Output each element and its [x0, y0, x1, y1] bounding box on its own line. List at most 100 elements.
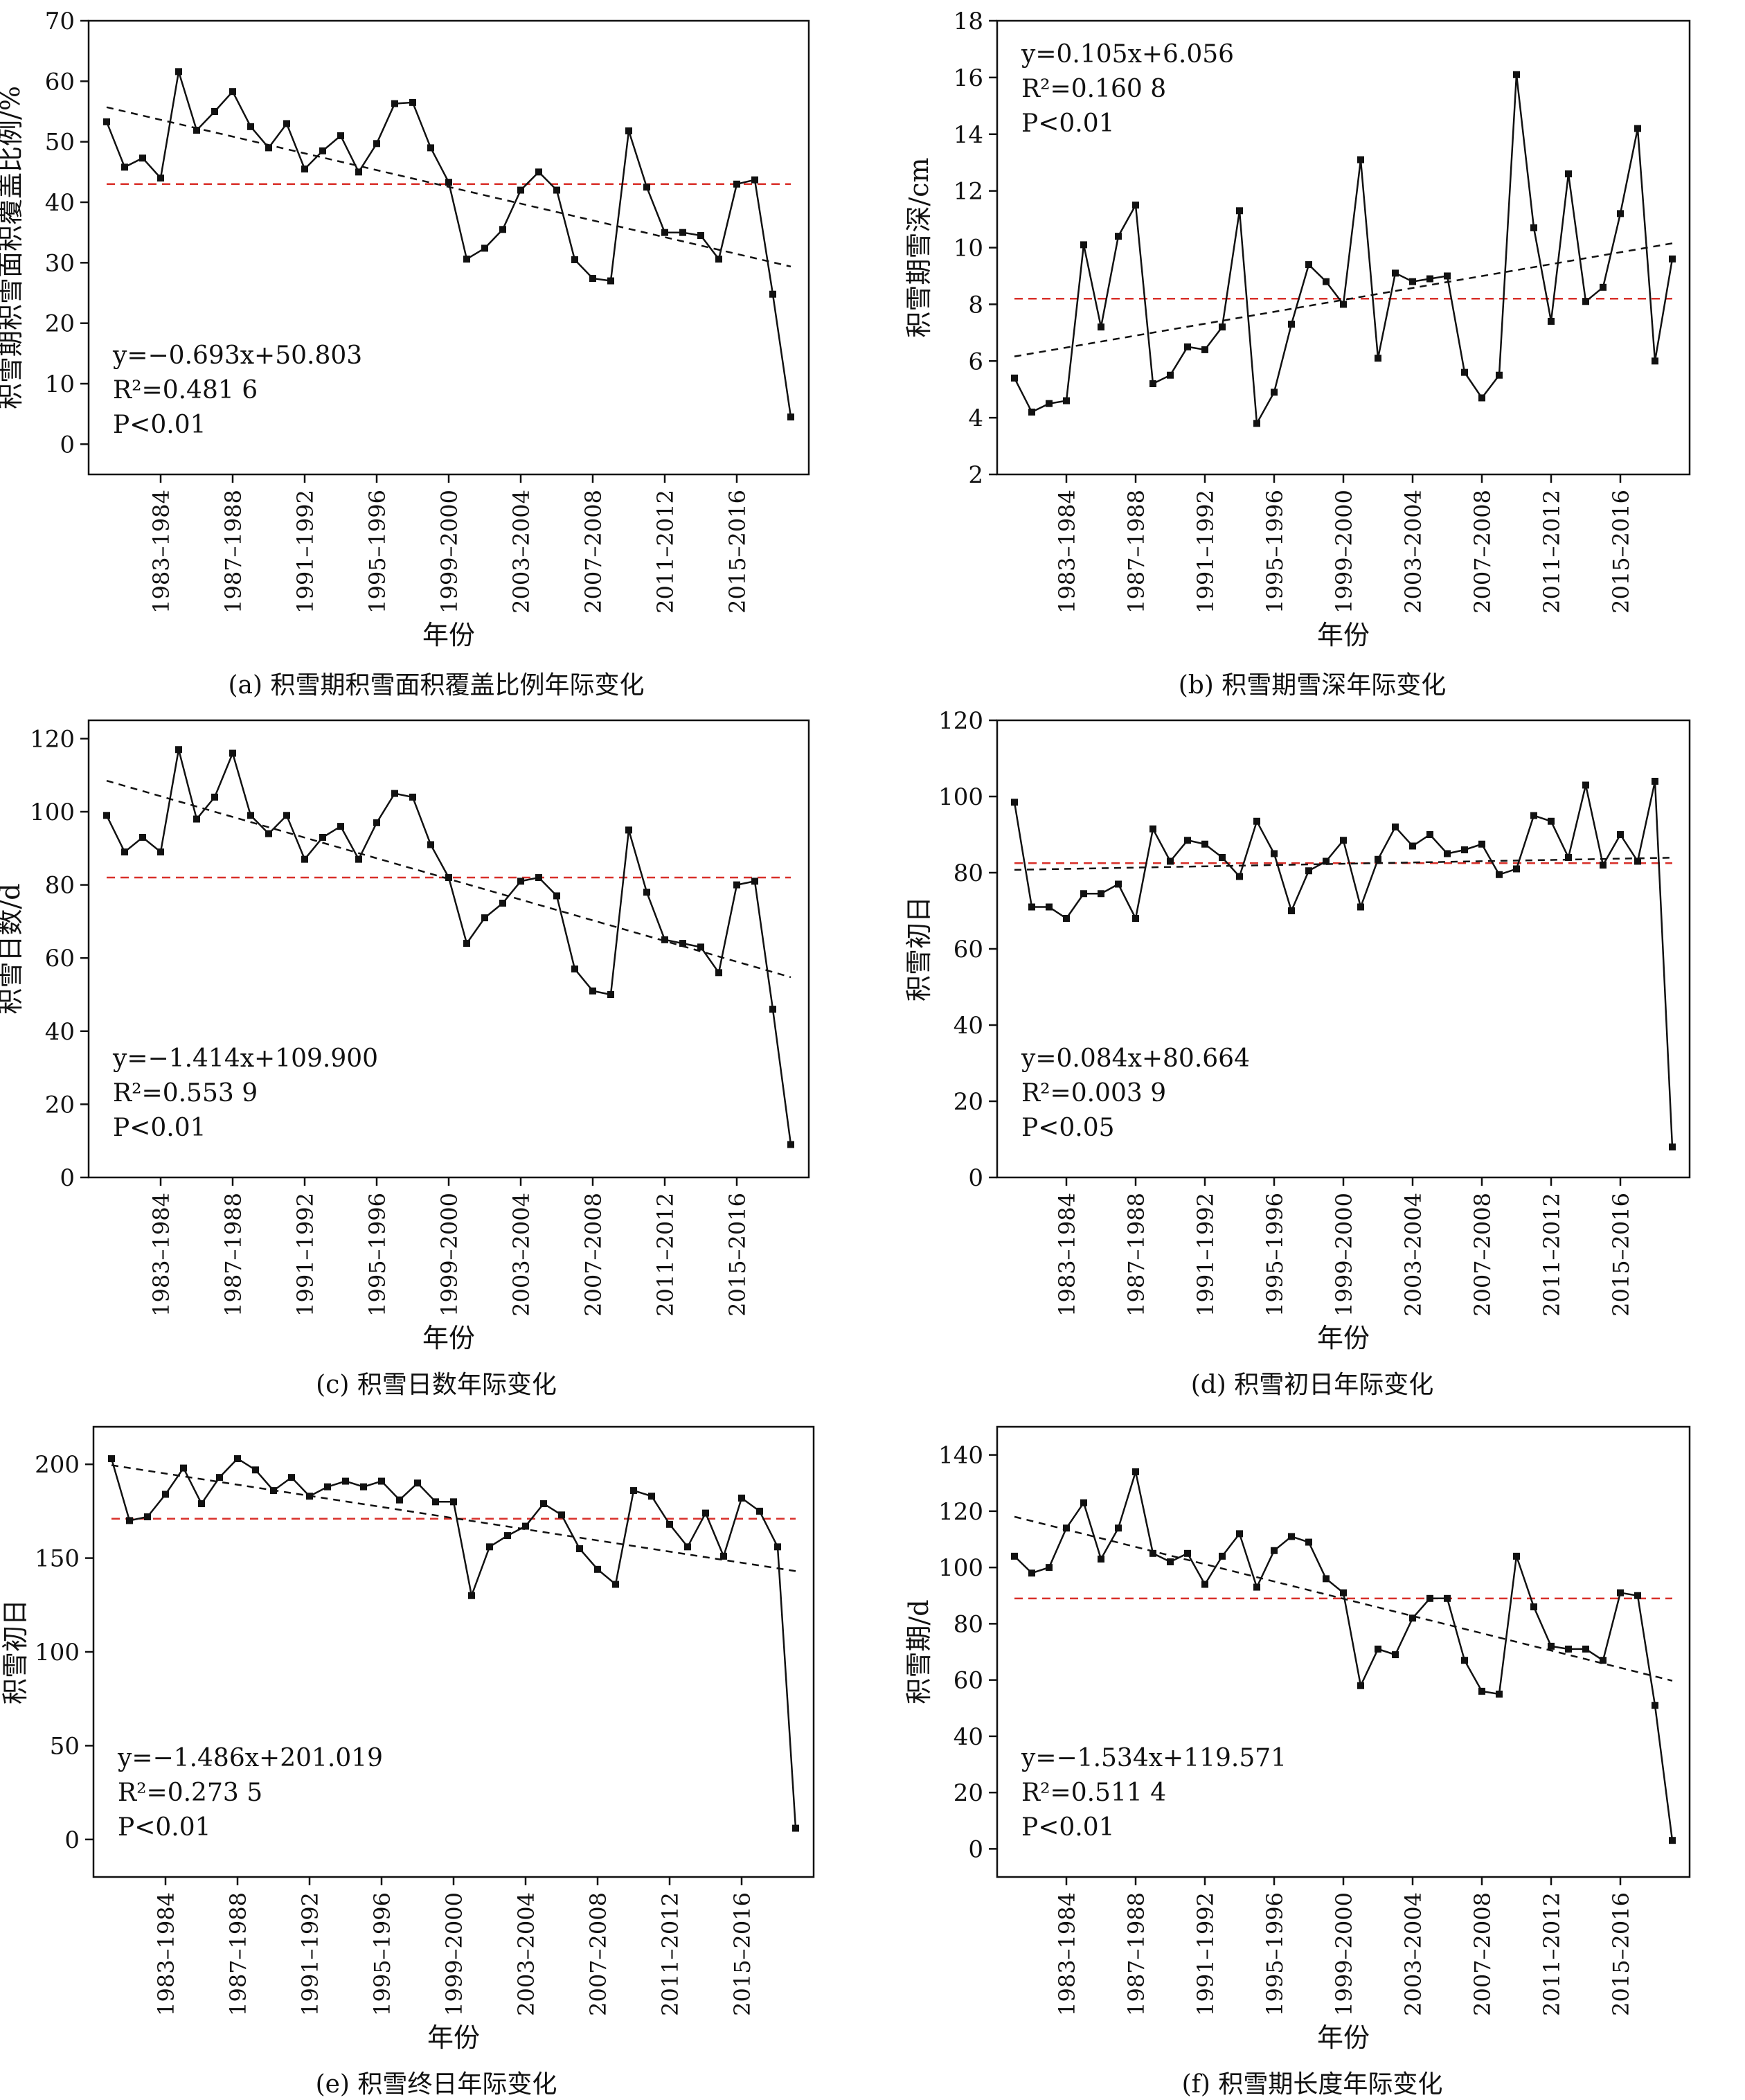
data-point	[630, 1487, 637, 1495]
data-point	[139, 154, 146, 162]
data-point	[1617, 831, 1624, 838]
data-point	[607, 277, 614, 285]
data-point	[1253, 420, 1260, 427]
y-tick-label: 6	[968, 348, 983, 375]
data-point	[1461, 1657, 1468, 1664]
data-point	[427, 841, 434, 848]
data-point	[468, 1592, 475, 1599]
data-point	[1669, 255, 1676, 262]
x-tick-label: 1991–1992	[297, 1892, 323, 2016]
data-point	[1513, 1552, 1520, 1560]
y-tick-label: 60	[954, 1667, 983, 1695]
data-point	[306, 1493, 313, 1500]
data-point	[1132, 915, 1139, 922]
data-point	[1652, 1702, 1658, 1709]
x-tick-label: 1991–1992	[292, 490, 319, 614]
data-point	[715, 969, 722, 977]
chart-e: 0 50 100 150 200 1983–1984 1987–1988 1991–1992 1…	[0, 1425, 815, 2053]
data-point	[324, 1483, 331, 1491]
y-axis-label: 积雪初日	[0, 1599, 30, 1705]
data-point	[283, 120, 290, 127]
y-axis-label: 积雪期积雪面积覆盖比例/%	[0, 86, 26, 409]
data-point	[1167, 857, 1174, 865]
data-point	[378, 1477, 385, 1485]
data-point	[1167, 371, 1174, 379]
data-point	[247, 123, 254, 130]
data-point	[229, 749, 236, 757]
data-point	[625, 127, 632, 134]
data-point	[1046, 903, 1053, 911]
data-point	[391, 790, 398, 797]
data-point	[769, 290, 776, 298]
panel-d: 0 20 40 60 80 100 120 1983–1984 1987–1988 1991–19…	[879, 700, 1745, 1399]
data-point	[769, 1006, 776, 1013]
data-point	[337, 823, 344, 830]
data-point	[1219, 854, 1226, 861]
data-point	[1548, 1642, 1555, 1650]
y-axis-label: 积雪日数/d	[0, 883, 26, 1014]
data-point	[1669, 1144, 1676, 1150]
caption-a: (a) 积雪期积雪面积覆盖比例年际变化	[228, 671, 645, 700]
data-point	[553, 892, 560, 900]
data-point	[463, 940, 470, 947]
data-point	[1444, 1594, 1451, 1602]
data-point	[247, 812, 254, 819]
data-point	[121, 163, 128, 171]
data-point	[1219, 1552, 1226, 1560]
panel-c: 0 20 40 60 80 100 120 1983–1984 1987–1988 1991–19…	[0, 700, 872, 1399]
y-tick-label: 60	[45, 68, 75, 96]
x-tick-label: 1999–2000	[441, 1892, 467, 2016]
x-tick-label: 2007–2008	[1469, 490, 1496, 614]
x-axis-label: 年份	[1317, 1323, 1370, 1353]
data-point	[535, 168, 542, 176]
caption-c: (c) 积雪日数年际变化	[316, 1371, 557, 1399]
data-point	[571, 256, 578, 263]
data-point	[414, 1479, 421, 1487]
x-tick-label: 2011–2012	[652, 490, 679, 614]
data-point	[1565, 1645, 1572, 1653]
data-point	[450, 1498, 457, 1506]
data-point	[1011, 1552, 1018, 1560]
data-point	[1461, 846, 1468, 853]
data-point	[157, 175, 164, 182]
data-point	[751, 878, 758, 885]
x-tick-label: 1999–2000	[1331, 1892, 1357, 2016]
annotation-line: P<0.01	[113, 411, 206, 439]
data-point	[1063, 397, 1070, 404]
data-point	[1582, 1645, 1589, 1653]
chart-b: 2 4 6 8 10 12 14 16 18 1983–1984 1987–1988 1991–199…	[904, 8, 1691, 650]
data-point	[1063, 915, 1070, 922]
data-point	[499, 226, 506, 233]
y-tick-label: 20	[954, 1779, 983, 1807]
data-point	[1548, 817, 1555, 825]
y-tick-label: 120	[938, 707, 983, 735]
data-point	[733, 180, 740, 188]
data-point	[715, 256, 722, 263]
x-tick-label: 2003–2004	[508, 1193, 535, 1317]
data-point	[589, 987, 596, 995]
data-point	[1496, 871, 1503, 878]
chart-f: 0 20 40 60 80 100 120 140 1983–1984 1987–1988 1991…	[904, 1425, 1691, 2053]
y-tick-label: 100	[938, 783, 983, 811]
data-point	[427, 144, 434, 152]
x-tick-label: 1991–1992	[292, 1193, 319, 1317]
data-point	[355, 855, 362, 863]
data-point	[108, 1455, 115, 1463]
annotation-line: P<0.05	[1021, 1114, 1115, 1142]
data-point	[1149, 825, 1156, 833]
panel-f: 0 20 40 60 80 100 120 140 1983–1984 1987–1988 1991…	[879, 1406, 1745, 2100]
data-point	[1305, 1538, 1312, 1546]
x-axis-label: 年份	[422, 620, 475, 650]
data-point	[283, 812, 290, 819]
data-point	[391, 100, 398, 107]
data-point	[1669, 1837, 1676, 1844]
plot-frame	[92, 1425, 815, 1878]
y-tick-label: 30	[45, 249, 75, 277]
data-point	[517, 878, 524, 885]
data-point	[1478, 394, 1485, 402]
data-point	[540, 1500, 547, 1508]
data-point	[1426, 831, 1433, 838]
x-tick-label: 2007–2008	[1469, 1892, 1496, 2016]
trend-line	[1014, 1515, 1673, 1682]
y-tick-label: 10	[45, 371, 75, 398]
